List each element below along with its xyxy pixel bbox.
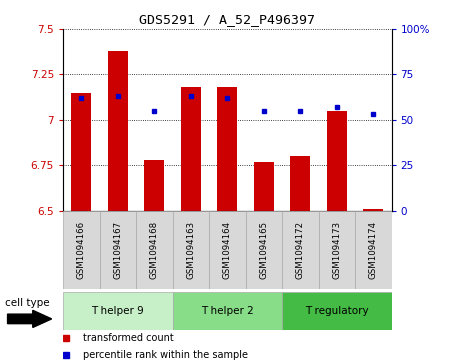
Text: GSM1094168: GSM1094168 (150, 220, 159, 279)
Bar (319, 211, 355, 289)
Text: T helper 2: T helper 2 (201, 306, 254, 316)
Bar (327, 111, 347, 211)
Bar (355, 211, 392, 289)
Bar (99, 211, 136, 289)
Text: GSM1094166: GSM1094166 (77, 220, 86, 279)
Bar (290, 156, 310, 211)
FancyArrow shape (8, 310, 52, 327)
Bar (71, 93, 91, 211)
Bar (181, 87, 201, 211)
Text: T regulatory: T regulatory (305, 306, 369, 316)
Text: GSM1094165: GSM1094165 (259, 220, 268, 279)
Bar (144, 160, 164, 211)
Bar (172, 292, 282, 330)
Bar (63, 292, 172, 330)
Bar (217, 87, 237, 211)
Bar (63, 211, 99, 289)
Text: cell type: cell type (5, 298, 50, 308)
Bar (246, 211, 282, 289)
Bar (209, 211, 246, 289)
Text: GSM1094163: GSM1094163 (186, 220, 195, 279)
Bar (282, 292, 392, 330)
Bar (108, 51, 128, 211)
Text: GSM1094173: GSM1094173 (332, 220, 341, 279)
Bar (363, 209, 383, 211)
Title: GDS5291 / A_52_P496397: GDS5291 / A_52_P496397 (139, 13, 315, 26)
Text: T helper 9: T helper 9 (91, 306, 144, 316)
Bar (136, 211, 172, 289)
Bar (282, 211, 319, 289)
Bar (254, 162, 274, 211)
Text: GSM1094167: GSM1094167 (113, 220, 122, 279)
Text: transformed count: transformed count (83, 334, 173, 343)
Text: GSM1094164: GSM1094164 (223, 220, 232, 279)
Text: percentile rank within the sample: percentile rank within the sample (83, 350, 248, 360)
Bar (172, 211, 209, 289)
Text: GSM1094174: GSM1094174 (369, 220, 378, 279)
Text: GSM1094172: GSM1094172 (296, 220, 305, 279)
